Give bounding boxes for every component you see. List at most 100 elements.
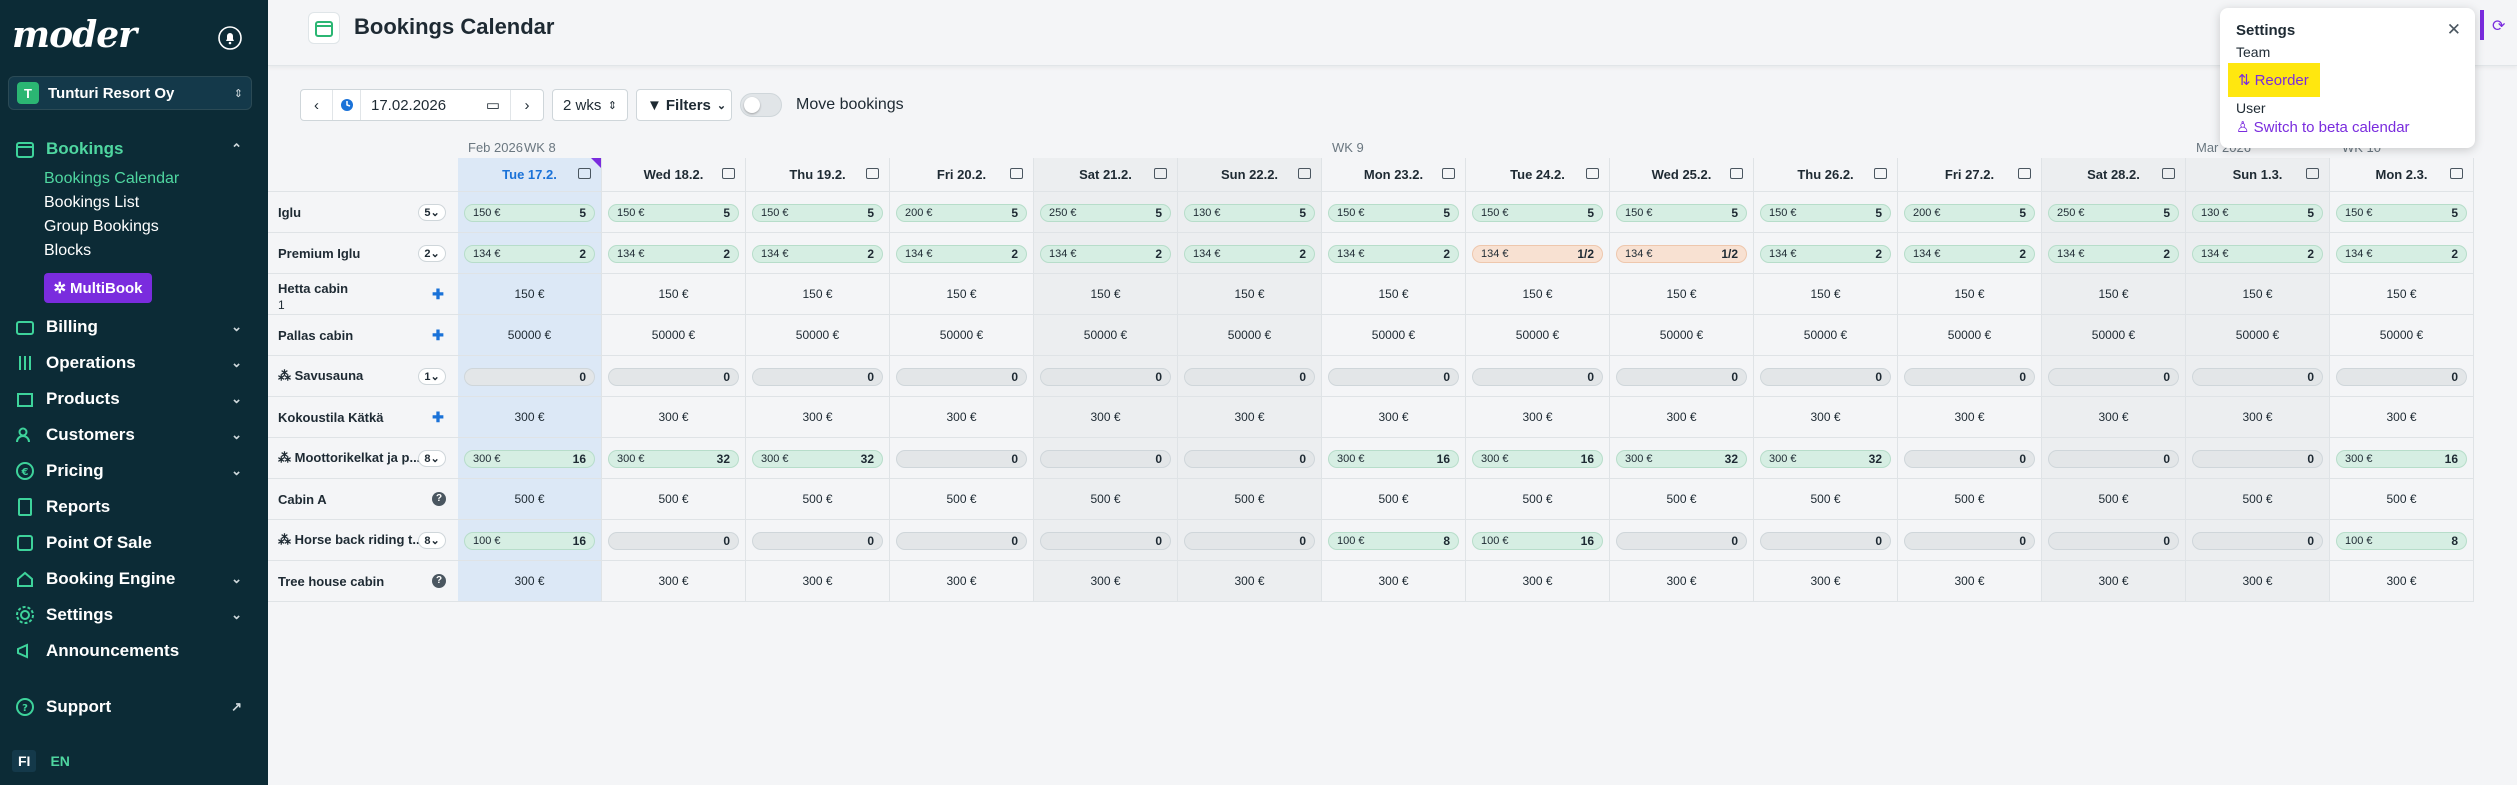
nav-item-billing[interactable]: Billing ⌄: [0, 309, 268, 345]
room-name-cell[interactable]: Premium Iglu 2 ⌄: [268, 233, 458, 274]
calendar-cell[interactable]: 0: [746, 520, 890, 561]
calendar-cell[interactable]: 300 € 32: [746, 438, 890, 479]
notes-icon[interactable]: [1298, 168, 1311, 179]
calendar-cell[interactable]: 300 € 32: [1610, 438, 1754, 479]
unit-count-select[interactable]: 5 ⌄: [418, 204, 446, 221]
calendar-cell[interactable]: 300 €: [458, 561, 602, 602]
day-header[interactable]: Wed 18.2.: [602, 158, 746, 192]
lang-fi[interactable]: FI: [12, 750, 37, 772]
nav-item-customers[interactable]: Customers ⌄: [0, 417, 268, 453]
calendar-cell[interactable]: 150 €: [1322, 274, 1466, 315]
availability-pill[interactable]: 0: [2048, 532, 2179, 550]
availability-pill[interactable]: 0: [2336, 368, 2467, 386]
room-name-cell[interactable]: ⁂ Horse back riding t... 8 ⌄: [268, 520, 458, 561]
info-icon[interactable]: ?: [432, 574, 446, 588]
calendar-cell[interactable]: 134 € 2: [1322, 233, 1466, 274]
calendar-cell[interactable]: 300 € 16: [458, 438, 602, 479]
calendar-cell[interactable]: 300 €: [458, 397, 602, 438]
availability-pill[interactable]: 150 € 5: [752, 204, 883, 222]
calendar-cell[interactable]: 300 €: [2330, 561, 2474, 602]
calendar-cell[interactable]: 300 €: [2186, 397, 2330, 438]
calendar-cell[interactable]: 150 €: [2186, 274, 2330, 315]
close-icon[interactable]: ✕: [2446, 20, 2461, 39]
day-header[interactable]: Mon 23.2.: [1322, 158, 1466, 192]
range-select[interactable]: 2 wks ⇕: [552, 89, 628, 121]
room-name-cell[interactable]: Iglu 5 ⌄: [268, 192, 458, 233]
subnav-bookings-calendar[interactable]: Bookings Calendar: [44, 170, 180, 187]
calendar-cell[interactable]: 100 € 16: [458, 520, 602, 561]
notes-icon[interactable]: [1154, 168, 1167, 179]
puzzle-icon[interactable]: ✚: [432, 409, 444, 425]
availability-pill[interactable]: 0: [1904, 368, 2035, 386]
calendar-cell[interactable]: 134 € 2: [1034, 233, 1178, 274]
availability-pill[interactable]: 130 € 5: [1184, 204, 1315, 222]
availability-pill[interactable]: 0: [1184, 450, 1315, 468]
calendar-cell[interactable]: 50000 €: [458, 315, 602, 356]
availability-pill[interactable]: 0: [896, 368, 1027, 386]
availability-pill[interactable]: 0: [2192, 368, 2323, 386]
calendar-cell[interactable]: 134 € 1/2: [1466, 233, 1610, 274]
calendar-cell[interactable]: 0: [602, 520, 746, 561]
date-input[interactable]: 17.02.2026 ▭: [361, 90, 511, 120]
nav-item-settings[interactable]: Settings ⌄: [0, 597, 268, 633]
calendar-cell[interactable]: 100 € 8: [1322, 520, 1466, 561]
calendar-cell[interactable]: 250 € 5: [2042, 192, 2186, 233]
availability-pill[interactable]: 134 € 2: [752, 245, 883, 263]
availability-pill[interactable]: 150 € 5: [1328, 204, 1459, 222]
availability-pill[interactable]: 0: [2048, 368, 2179, 386]
reorder-button[interactable]: ⇅ Reorder: [2228, 63, 2320, 97]
calendar-cell[interactable]: 150 €: [890, 274, 1034, 315]
calendar-cell[interactable]: 150 € 5: [1466, 192, 1610, 233]
calendar-cell[interactable]: 500 €: [1610, 479, 1754, 520]
notes-icon[interactable]: [578, 168, 591, 179]
calendar-cell[interactable]: 0: [1610, 520, 1754, 561]
multibook-button[interactable]: ✲ MultiBook: [44, 273, 152, 303]
calendar-cell[interactable]: 134 € 2: [2042, 233, 2186, 274]
room-name-cell[interactable]: Pallas cabin ✚: [268, 315, 458, 356]
availability-pill[interactable]: 0: [1904, 450, 2035, 468]
puzzle-icon[interactable]: ✚: [432, 327, 444, 343]
availability-pill[interactable]: 250 € 5: [1040, 204, 1171, 222]
calendar-cell[interactable]: 150 € 5: [2330, 192, 2474, 233]
room-name-cell[interactable]: Cabin A?: [268, 479, 458, 520]
availability-pill[interactable]: 200 € 5: [1904, 204, 2035, 222]
calendar-cell[interactable]: 300 € 16: [1466, 438, 1610, 479]
calendar-cell[interactable]: 50000 €: [746, 315, 890, 356]
calendar-cell[interactable]: 134 € 2: [1178, 233, 1322, 274]
calendar-cell[interactable]: 134 € 2: [458, 233, 602, 274]
day-header[interactable]: Thu 26.2.: [1754, 158, 1898, 192]
calendar-cell[interactable]: 300 €: [1898, 561, 2042, 602]
day-header[interactable]: Fri 27.2.: [1898, 158, 2042, 192]
availability-pill[interactable]: 0: [1616, 532, 1747, 550]
calendar-cell[interactable]: 50000 €: [602, 315, 746, 356]
notes-icon[interactable]: [2162, 168, 2175, 179]
calendar-cell[interactable]: 0: [2042, 356, 2186, 397]
calendar-cell[interactable]: 150 €: [1466, 274, 1610, 315]
notes-icon[interactable]: [1730, 168, 1743, 179]
calendar-cell[interactable]: 500 €: [746, 479, 890, 520]
day-header[interactable]: Sun 22.2.: [1178, 158, 1322, 192]
calendar-cell[interactable]: 150 €: [602, 274, 746, 315]
availability-pill[interactable]: 134 € 2: [608, 245, 739, 263]
notes-icon[interactable]: [1442, 168, 1455, 179]
calendar-cell[interactable]: 0: [1178, 520, 1322, 561]
calendar-cell[interactable]: 134 € 2: [602, 233, 746, 274]
unit-count-select[interactable]: 8 ⌄: [418, 532, 446, 549]
calendar-cell[interactable]: 300 €: [2042, 561, 2186, 602]
calendar-cell[interactable]: 150 €: [1610, 274, 1754, 315]
notes-icon[interactable]: [866, 168, 879, 179]
availability-pill[interactable]: 134 € 2: [464, 245, 595, 263]
calendar-cell[interactable]: 0: [1034, 520, 1178, 561]
nav-item-point-of-sale[interactable]: Point Of Sale: [0, 525, 268, 561]
availability-pill[interactable]: 134 € 2: [1904, 245, 2035, 263]
calendar-cell[interactable]: 134 € 1/2: [1610, 233, 1754, 274]
calendar-cell[interactable]: 0: [1754, 356, 1898, 397]
calendar-cell[interactable]: 300 €: [1754, 397, 1898, 438]
calendar-cell[interactable]: 0: [1898, 438, 2042, 479]
calendar-cell[interactable]: 0: [1034, 356, 1178, 397]
availability-pill[interactable]: 134 € 2: [2336, 245, 2467, 263]
availability-pill[interactable]: 0: [1040, 368, 1171, 386]
availability-pill[interactable]: 150 € 5: [1472, 204, 1603, 222]
calendar-cell[interactable]: 200 € 5: [890, 192, 1034, 233]
organization-selector[interactable]: T Tunturi Resort Oy ⇕: [8, 76, 252, 110]
